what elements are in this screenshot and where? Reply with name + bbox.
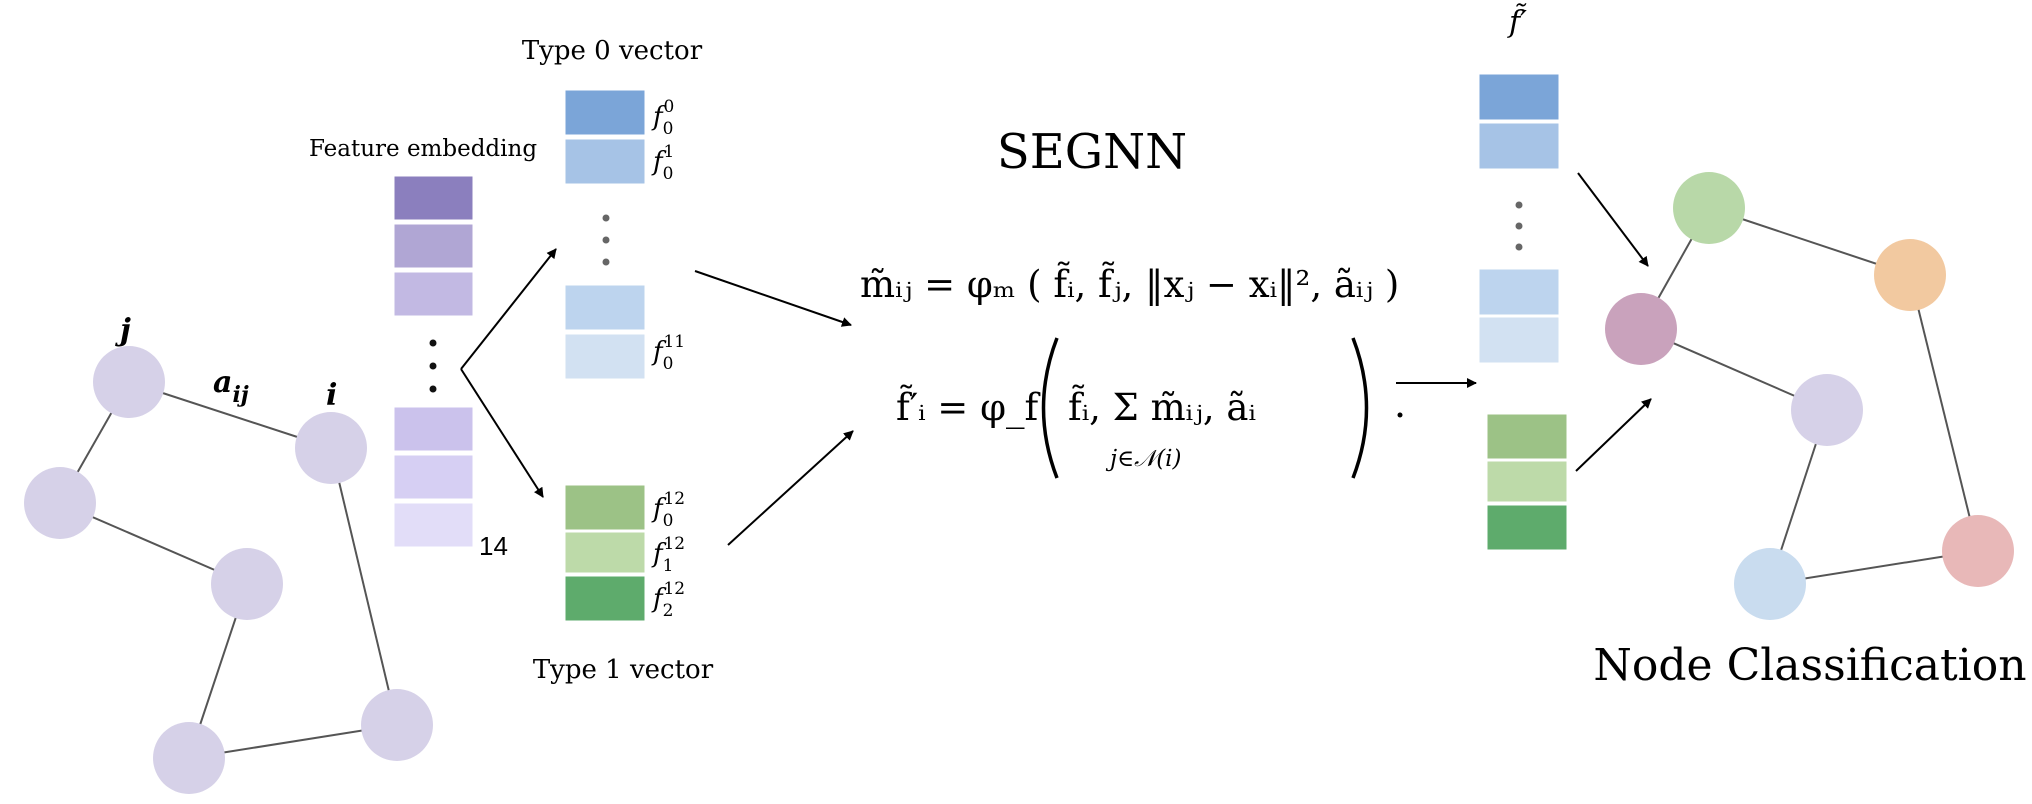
split-arrows: [460, 248, 557, 498]
graph-node-i: [295, 412, 367, 484]
ellipsis-dot: [602, 236, 610, 244]
type1-f012: f012: [651, 489, 685, 531]
input-graph: j i aij: [24, 313, 433, 794]
embedding-cell: [391, 500, 476, 550]
output-cell: [1476, 266, 1562, 318]
ellipsis-dot: [429, 385, 437, 393]
class-node: [1734, 548, 1806, 620]
update-equation-lhs: f̃′ᵢ = φ_f: [896, 384, 1040, 430]
type0-cell: [562, 282, 648, 333]
segnn-title: SEGNN: [997, 124, 1187, 180]
type0-f00: f00: [651, 97, 674, 139]
update-equation-body: f̃ᵢ, Σ m̃ᵢⱼ, ãᵢ: [1068, 384, 1256, 429]
type0-vector: Type 0 vector f00 f01 f011: [522, 36, 703, 382]
output-cell: [1476, 120, 1562, 172]
embedding-cell: [391, 173, 476, 223]
type0-f011: f011: [651, 332, 685, 374]
type1-vector: f012 f112 f212 Type 1 vector: [533, 482, 714, 685]
ellipsis-dot: [1515, 222, 1523, 230]
class-node: [1791, 374, 1863, 446]
type1-cell: [562, 573, 648, 624]
update-equation: f̃′ᵢ = φ_f f̃ᵢ, Σ m̃ᵢⱼ, ãᵢ j∈𝒩(i): [896, 337, 1403, 479]
feature-embedding: Feature embedding 14: [309, 136, 537, 561]
embedding-cell: [391, 404, 476, 454]
output-cell: [1476, 71, 1562, 123]
type0-cell: [562, 87, 648, 138]
class-node: [1605, 293, 1677, 365]
feature-embedding-label: Feature embedding: [309, 136, 537, 162]
embedding-count-label: 14: [479, 531, 508, 561]
node-label-i: i: [326, 378, 337, 413]
arrow-to-type1: [460, 368, 544, 498]
output-cell: [1476, 314, 1562, 366]
output-cell: [1484, 411, 1570, 462]
class-node: [1874, 239, 1946, 311]
sum-subscript: j∈𝒩(i): [1105, 446, 1182, 472]
class-node: [1942, 515, 2014, 587]
ellipsis-dot: [602, 258, 610, 266]
ellipsis-dot: [429, 339, 437, 347]
type0-cell: [562, 136, 648, 187]
ellipsis-dot: [1515, 201, 1523, 209]
edge-label: aij: [213, 365, 249, 408]
ellipsis-dot: [602, 214, 610, 222]
output-label: f̃′: [1507, 3, 1527, 40]
graph-edge: [330, 447, 398, 726]
embedding-cell: [391, 452, 476, 502]
output-cell: [1484, 502, 1570, 553]
output-vector: f̃′: [1476, 3, 1570, 553]
graph-node: [361, 689, 433, 761]
message-equation: m̃ᵢⱼ = φₘ ( f̃ᵢ, f̃ⱼ, ‖xⱼ − xᵢ‖², ãᵢⱼ ): [860, 261, 1399, 306]
graph-node: [24, 467, 96, 539]
embedding-cell: [391, 269, 476, 319]
right-paren: [1351, 337, 1369, 479]
arrow-type0-to-segnn: [694, 270, 852, 327]
type0-cell: [562, 331, 648, 382]
ellipsis-dot: [429, 362, 437, 370]
arrow-to-type0: [460, 248, 557, 370]
graph-node: [211, 548, 283, 620]
type1-cell: [562, 482, 648, 533]
node-classification-label: Node Classification: [1593, 640, 2026, 691]
type1-f212: f212: [651, 579, 685, 621]
arrow-to-classifier: [1577, 172, 1649, 267]
graph-node: [153, 722, 225, 794]
graph-node-j: [93, 346, 165, 418]
type0-label: Type 0 vector: [522, 36, 703, 66]
classification-graph: [1605, 172, 2014, 620]
embedding-cell: [391, 221, 476, 271]
ellipsis-dot: [1515, 243, 1523, 251]
node-label-j: j: [115, 313, 131, 348]
type1-f112: f112: [651, 534, 685, 576]
arrow-to-classifier: [1575, 398, 1652, 472]
left-paren: [1041, 337, 1059, 479]
output-cell: [1484, 458, 1570, 505]
graph-edge: [1909, 274, 1979, 552]
type0-f01: f01: [651, 142, 674, 184]
class-node: [1673, 172, 1745, 244]
period-dot: [1397, 412, 1403, 418]
type1-cell: [562, 529, 648, 576]
arrow-type1-to-segnn: [727, 430, 854, 546]
type1-label: Type 1 vector: [533, 655, 714, 685]
